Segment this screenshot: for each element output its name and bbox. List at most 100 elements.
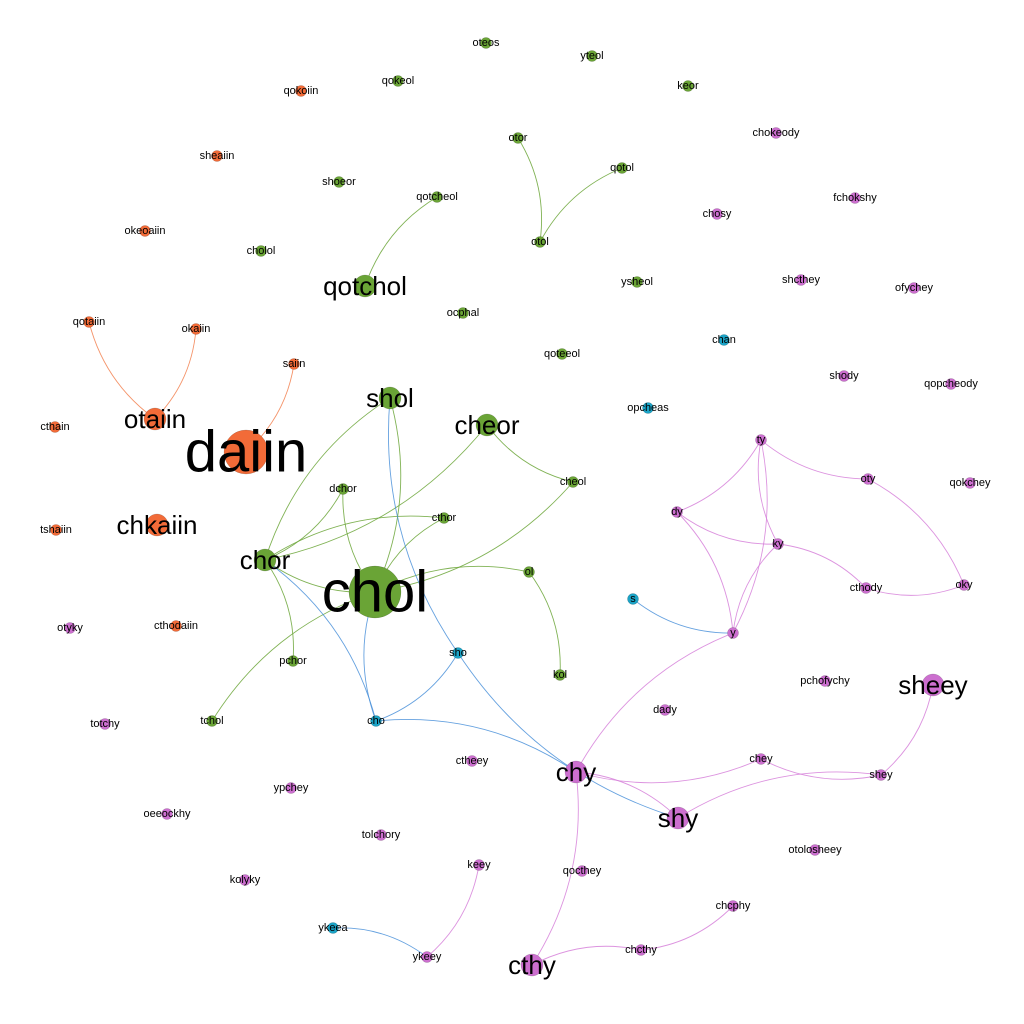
node-cthy[interactable] [520, 953, 544, 977]
node-oteos[interactable] [480, 37, 492, 49]
node-chcphy[interactable] [727, 900, 739, 912]
node-chol[interactable] [348, 565, 402, 619]
edge-chol-cheol [374, 481, 574, 593]
node-sheaiin[interactable] [211, 150, 223, 162]
node-qopcheody[interactable] [945, 378, 957, 390]
node-label-shody: shody [829, 370, 859, 382]
node-cheor[interactable] [475, 413, 499, 437]
node-sho[interactable] [452, 647, 464, 659]
edge-ty-dy [676, 439, 762, 513]
node-pchofychy[interactable] [819, 675, 831, 687]
node-cho[interactable] [370, 715, 382, 727]
node-y[interactable] [727, 627, 739, 639]
node-okaiin[interactable] [190, 323, 202, 335]
node-qoteeol[interactable] [556, 348, 568, 360]
edge-dy-y [676, 511, 734, 634]
edge-cho-chy [375, 719, 577, 773]
node-shoeor[interactable] [333, 176, 345, 188]
node-ykeea[interactable] [327, 922, 339, 934]
node-shcthey[interactable] [795, 274, 807, 286]
node-pchor[interactable] [287, 655, 299, 667]
node-ty[interactable] [755, 434, 767, 446]
node-cheol[interactable] [567, 476, 579, 488]
node-chan[interactable] [718, 334, 730, 346]
node-label-cthodaiin: cthodaiin [154, 620, 198, 632]
edge-ol-kol [528, 571, 561, 676]
node-dchor[interactable] [337, 483, 349, 495]
node-otor[interactable] [512, 132, 524, 144]
node-shey[interactable] [875, 769, 887, 781]
node-dy[interactable] [671, 506, 683, 518]
node-label-chcphy: chcphy [716, 900, 751, 912]
node-ypchey[interactable] [285, 782, 297, 794]
node-chy[interactable] [564, 760, 588, 784]
node-ykeey[interactable] [421, 951, 433, 963]
node-ocphal[interactable] [457, 307, 469, 319]
node-oeeockhy[interactable] [161, 808, 173, 820]
node-kolyky[interactable] [239, 874, 251, 886]
node-totchy[interactable] [99, 718, 111, 730]
node-otaiin[interactable] [143, 407, 167, 431]
node-cthodaiin[interactable] [170, 620, 182, 632]
edge-cthy-chcthy [531, 945, 642, 966]
node-label-cho: cho [367, 715, 385, 727]
node-qokoiin[interactable] [295, 85, 307, 97]
node-label-cholol: cholol [247, 245, 276, 257]
node-chey[interactable] [755, 753, 767, 765]
node-opcheas[interactable] [642, 402, 654, 414]
node-label-cthor: cthor [432, 512, 457, 524]
node-label-qoteeol: qoteeol [544, 348, 580, 360]
node-cthor[interactable] [438, 512, 450, 524]
edge-ky-cthody [777, 543, 867, 589]
node-ysheol[interactable] [631, 276, 643, 288]
node-dady[interactable] [659, 704, 671, 716]
node-qotaiin[interactable] [83, 316, 95, 328]
node-tolchory[interactable] [375, 829, 387, 841]
node-keey[interactable] [473, 859, 485, 871]
node-keor[interactable] [682, 80, 694, 92]
node-cholol[interactable] [255, 245, 267, 257]
node-okeoaiin[interactable] [139, 225, 151, 237]
node-otyky[interactable] [64, 622, 76, 634]
node-chosy[interactable] [711, 208, 723, 220]
node-chkaiin[interactable] [145, 513, 169, 537]
node-s[interactable] [627, 593, 639, 605]
node-cthody[interactable] [860, 582, 872, 594]
node-ol[interactable] [523, 566, 535, 578]
node-yteol[interactable] [586, 50, 598, 62]
node-chor[interactable] [253, 548, 277, 572]
node-ofychey[interactable] [908, 282, 920, 294]
edge-ykeea-ykeey [332, 927, 428, 958]
node-qotol[interactable] [616, 162, 628, 174]
node-label-ykeea: ykeea [318, 922, 348, 934]
node-cthain[interactable] [49, 421, 61, 433]
node-kol[interactable] [554, 669, 566, 681]
node-tshaiin[interactable] [50, 524, 62, 536]
node-qocthey[interactable] [576, 865, 588, 877]
node-fchokshy[interactable] [849, 192, 861, 204]
node-oky[interactable] [958, 579, 970, 591]
node-qokchey[interactable] [964, 477, 976, 489]
node-ctheey[interactable] [466, 755, 478, 767]
node-qotchol[interactable] [353, 274, 377, 298]
node-sheey[interactable] [921, 673, 945, 697]
edge-chor-shol [264, 397, 391, 561]
node-label-okaiin: okaiin [182, 323, 211, 335]
node-daiin[interactable] [223, 429, 269, 475]
node-label-pchofychy: pchofychy [800, 675, 850, 687]
node-ky[interactable] [772, 538, 784, 550]
node-shol[interactable] [378, 386, 402, 410]
node-label-shey: shey [869, 769, 893, 781]
node-chcthy[interactable] [635, 944, 647, 956]
node-otol[interactable] [534, 236, 546, 248]
node-shody[interactable] [838, 370, 850, 382]
node-saiin[interactable] [288, 358, 300, 370]
node-chokeody[interactable] [770, 127, 782, 139]
node-oty[interactable] [862, 473, 874, 485]
node-qotcheol[interactable] [431, 191, 443, 203]
node-shy[interactable] [666, 806, 690, 830]
node-tchol[interactable] [206, 715, 218, 727]
node-otolosheey[interactable] [809, 844, 821, 856]
node-qokeol[interactable] [392, 75, 404, 87]
node-label-dy: dy [671, 506, 683, 518]
